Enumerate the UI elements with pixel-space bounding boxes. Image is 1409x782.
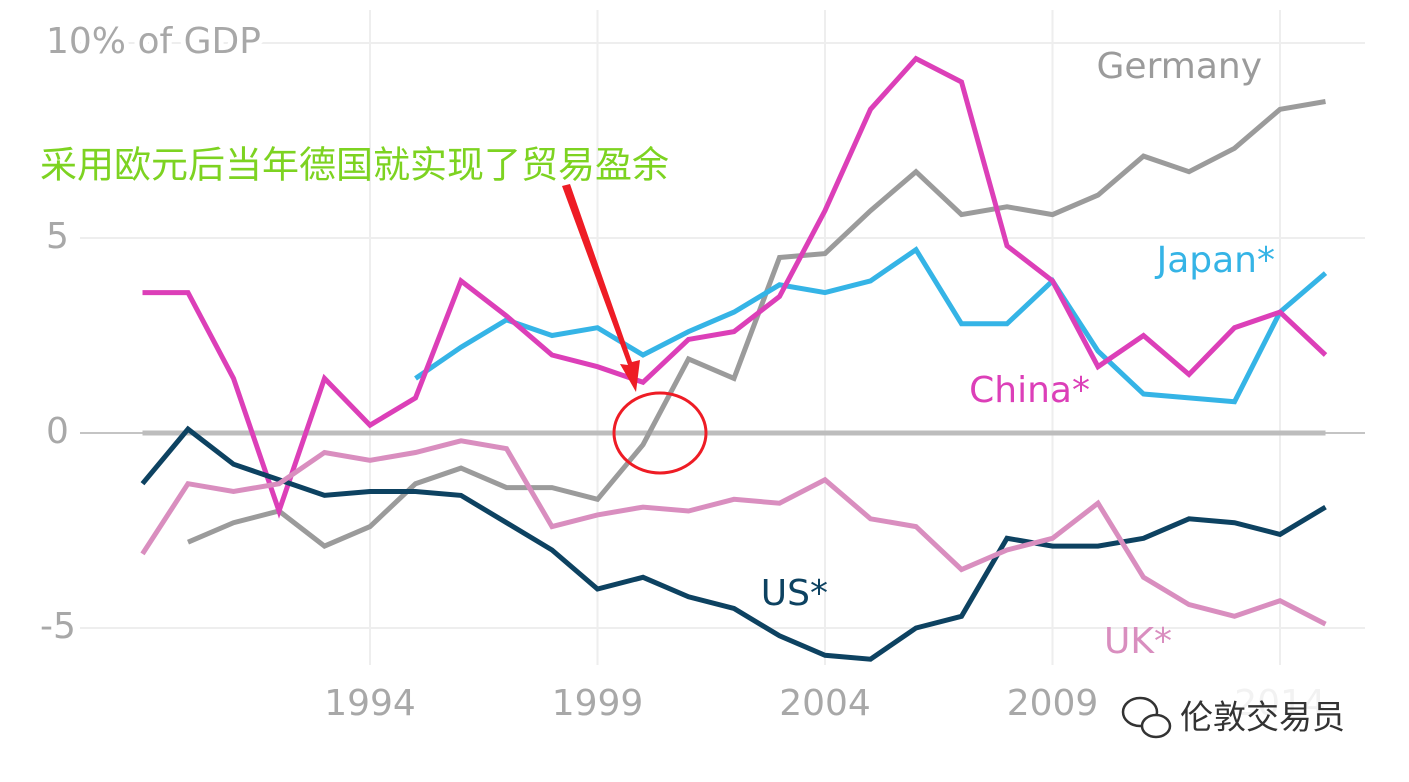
watermark-icon [1121, 696, 1159, 728]
highlight-circle [612, 391, 708, 475]
x-tick-label: 1999 [552, 683, 644, 724]
x-tick-label: 2009 [1007, 683, 1099, 724]
watermark-icon [1140, 713, 1172, 739]
series-label: China* [969, 370, 1090, 411]
x-tick-label: 1994 [324, 683, 416, 724]
watermark-bg [1108, 688, 1368, 748]
series-line [187, 99, 1326, 549]
y-tick-label: 0 [46, 411, 69, 452]
watermark-group: 伦敦交易员 [1108, 688, 1368, 748]
lines [140, 55, 1328, 662]
series-line [140, 438, 1327, 627]
annotation-arrow [562, 184, 640, 392]
grid [80, 10, 1365, 665]
y-tick-label: 5 [46, 216, 69, 257]
series-line [142, 55, 1328, 519]
series-label: US* [761, 573, 828, 614]
y-tick-label: -5 [40, 606, 76, 647]
y-tick-label: 10% of GDP [46, 21, 261, 62]
series-label: Germany [1097, 46, 1262, 87]
watermark: 伦敦交易员 [1180, 698, 1345, 737]
series-line [140, 425, 1327, 662]
series-label: Japan* [1155, 240, 1275, 281]
series-line [414, 246, 1328, 405]
series-label: UK* [1104, 621, 1172, 662]
annotation: 采用欧元后当年德国就实现了贸易盈余 [40, 144, 669, 187]
x-tick-label: 2004 [779, 683, 871, 724]
